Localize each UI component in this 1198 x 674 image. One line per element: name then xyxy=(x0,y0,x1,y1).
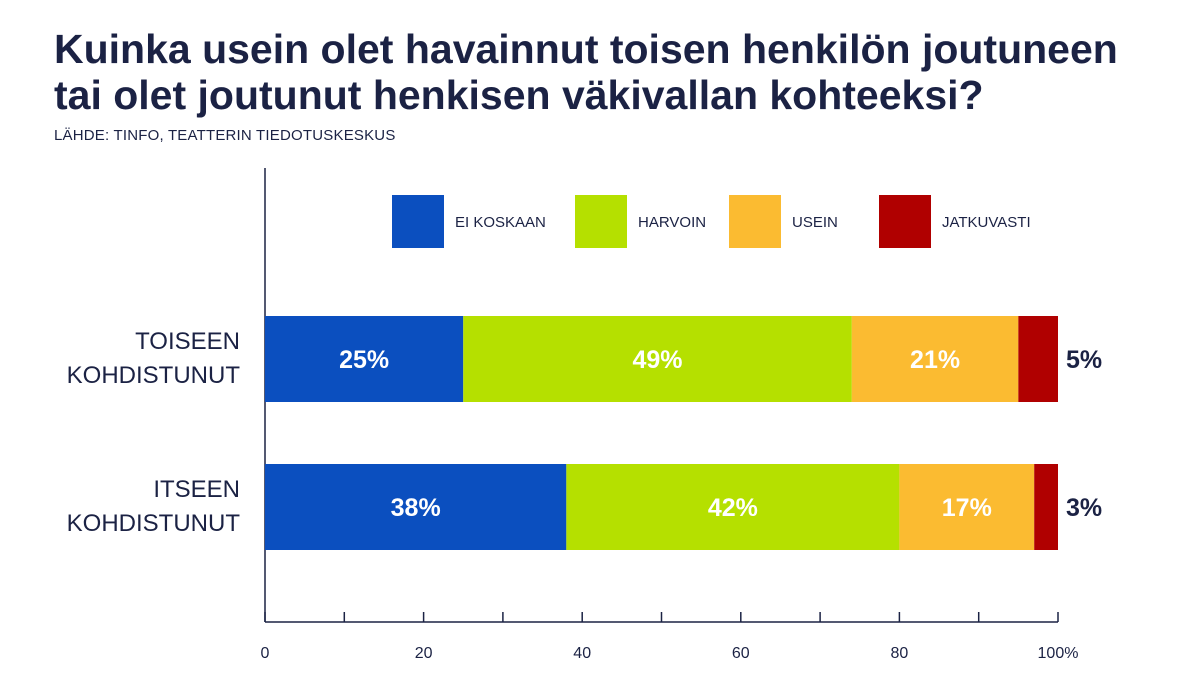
chart-source: LÄHDE: TINFO, TEATTERIN TIEDOTUSKESKUS xyxy=(54,127,396,144)
bar-segment xyxy=(265,464,567,550)
x-tick-label: 40 xyxy=(573,645,591,662)
legend-label: HARVOIN xyxy=(638,214,706,231)
data-label: 17% xyxy=(942,494,992,522)
x-tick-label: 0 xyxy=(261,645,270,662)
data-label: 42% xyxy=(708,494,758,522)
data-label: 3% xyxy=(1066,494,1102,522)
legend-swatch xyxy=(575,195,627,248)
x-tick-label: 100% xyxy=(1038,645,1079,662)
category-label: KOHDISTUNUT xyxy=(67,362,241,389)
legend-swatch xyxy=(729,195,781,248)
bar-segment xyxy=(566,464,900,550)
category-label: ITSEEN xyxy=(153,476,240,503)
x-tick-label: 80 xyxy=(891,645,909,662)
data-label: 49% xyxy=(633,346,683,374)
legend-label: USEIN xyxy=(792,214,838,231)
bar-segment xyxy=(1034,464,1058,550)
data-label: 38% xyxy=(391,494,441,522)
x-tick-label: 60 xyxy=(732,645,750,662)
data-label: 5% xyxy=(1066,346,1102,374)
category-label: KOHDISTUNUT xyxy=(67,510,241,537)
category-label: TOISEEN xyxy=(135,328,240,355)
bar-segment xyxy=(265,316,464,402)
legend-label: JATKUVASTI xyxy=(942,214,1031,231)
legend-swatch xyxy=(879,195,931,248)
data-label: 21% xyxy=(910,346,960,374)
bar-segment xyxy=(899,464,1035,550)
x-tick-label: 20 xyxy=(415,645,433,662)
legend-label: EI KOSKAAN xyxy=(455,214,546,231)
bar-segment xyxy=(1018,316,1058,402)
bar-segment xyxy=(463,316,852,402)
chart-title: Kuinka usein olet havainnut toisen henki… xyxy=(54,26,1118,118)
data-label: 25% xyxy=(339,346,389,374)
bar-segment xyxy=(851,316,1019,402)
legend-swatch xyxy=(392,195,444,248)
